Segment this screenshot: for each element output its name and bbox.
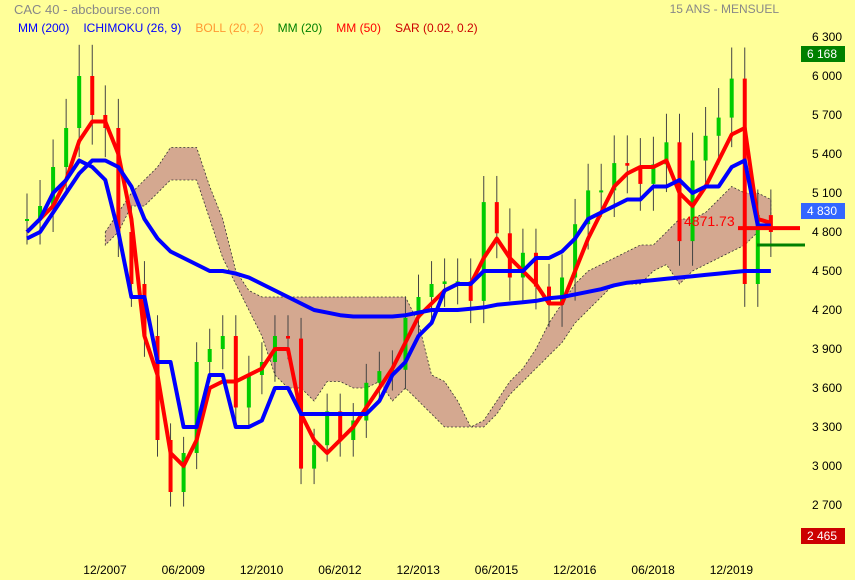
last-value-annotation: 4871.73 [684,213,735,229]
candle [690,160,695,242]
candle [742,78,747,284]
high-value-badge: 6 168 [801,46,845,63]
candle [286,336,290,339]
candle [116,128,121,232]
candle [233,336,238,408]
candle [547,286,551,305]
y-tick-label: 3 900 [812,342,842,356]
candle [364,382,369,421]
candle [194,362,199,453]
candle [664,142,669,165]
candle [25,219,29,221]
x-tick-label: 12/2013 [397,563,441,577]
y-tick-label: 2 700 [812,498,842,512]
candle [625,163,630,166]
candle [90,76,95,115]
y-tick-label: 3 300 [812,420,842,434]
candle [416,297,421,318]
y-tick-label: 3 000 [812,459,842,473]
candle [312,445,317,469]
candle [77,76,82,128]
candle [703,135,708,161]
candle [612,163,617,191]
candle [142,284,147,336]
candle [377,371,382,383]
chart-title: CAC 40 - abcbourse.com [14,2,160,17]
candle [168,440,173,492]
candle [638,165,643,184]
candle [338,411,343,440]
legend: MM (200) ICHIMOKU (26, 9) BOLL (20, 2) MM (… [18,21,478,35]
candle [181,453,186,492]
y-tick-label: 4 500 [812,264,842,278]
y-tick-label: 5 100 [812,186,842,200]
candle [129,232,134,284]
legend-item: MM (200) [18,21,70,35]
candle [155,336,160,440]
x-tick-label: 12/2019 [710,563,754,577]
series-line-0 [25,119,772,468]
candle [586,190,591,225]
x-tick-label: 12/2007 [83,563,127,577]
candle [442,281,447,284]
candle [755,215,760,284]
candle [299,338,304,469]
x-tick-label: 06/2018 [631,563,675,577]
candle [468,281,473,301]
y-tick-label: 6 000 [812,69,842,83]
legend-item: MM (20) [277,21,323,35]
legend-item: ICHIMOKU (26, 9) [83,21,182,35]
y-tick-label: 5 400 [812,147,842,161]
candle [38,206,43,219]
x-tick-label: 06/2015 [475,563,519,577]
candle [51,167,56,206]
candle [325,411,330,446]
y-tick-label: 5 700 [812,108,842,122]
series-line-2 [25,158,771,429]
candle [207,349,212,362]
x-tick-label: 12/2016 [553,563,597,577]
period-label: 15 ANS - MENSUEL [669,2,779,16]
candle [429,284,434,297]
low-value-badge: 2 465 [801,527,845,544]
candle [599,190,604,193]
candle [560,277,565,305]
candle [716,117,721,136]
y-tick-label: 4 200 [812,303,842,317]
candle [573,224,578,278]
series-line-1 [26,158,771,319]
candle [494,202,499,234]
x-tick-label: 06/2012 [318,563,362,577]
candle [520,252,525,278]
x-tick-label: 12/2010 [240,563,284,577]
candle [481,202,486,301]
candle [220,336,225,349]
y-tick-label: 6 300 [812,30,842,44]
candle [533,252,538,287]
legend-item: BOLL (20, 2) [195,21,264,35]
y-tick-label: 3 600 [812,381,842,395]
candle [246,375,251,408]
candle [351,420,356,440]
x-tick-label: 06/2009 [162,563,206,577]
candle [64,128,69,167]
current-value-badge: 4 830 [801,203,845,220]
y-tick-label: 4 800 [812,225,842,239]
candle [729,78,734,118]
legend-item: SAR (0.02, 0.2) [394,21,478,35]
candle [651,164,656,184]
legend-item: MM (50) [336,21,381,35]
